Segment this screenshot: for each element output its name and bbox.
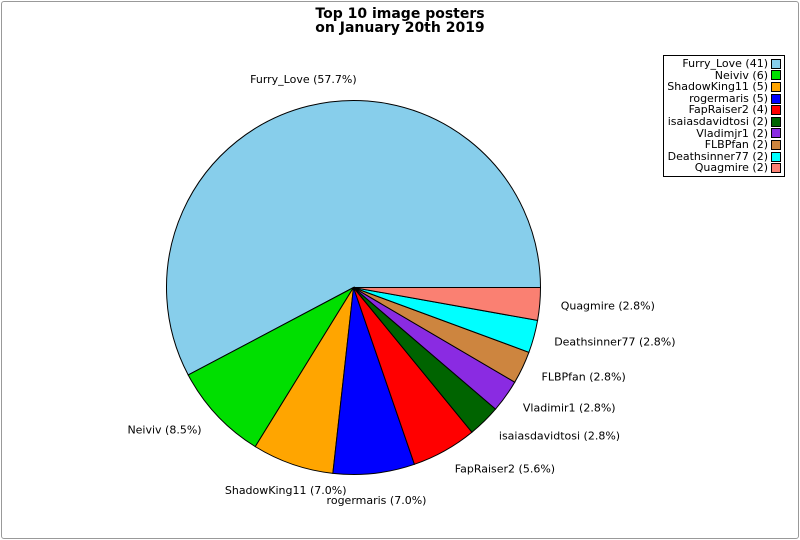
pie-slice-furry_love [166, 99, 542, 376]
legend-swatch [771, 139, 781, 150]
legend-label: Quagmire (2) [694, 161, 768, 175]
legend: Furry_Love (41) Neiviv (6) ShadowKing11 (5… [663, 55, 785, 177]
chart-title-line2: on January 20th 2019 [315, 20, 485, 36]
legend-label: rogermaris (5) [689, 91, 768, 105]
legend-label: ShadowKing11 (5) [667, 80, 768, 94]
legend-swatch [771, 70, 781, 81]
legend-row: Quagmire (2) [667, 162, 781, 174]
legend-swatch [771, 105, 781, 116]
legend-label: FLBPfan (2) [704, 138, 768, 152]
chart-title-line1: Top 10 image posters [315, 6, 485, 22]
legend-row: isaiasdavidtosi (2) [667, 116, 781, 128]
pie-slice-neiviv [187, 286, 355, 448]
legend-row: Deathsinner77 (2) [667, 151, 781, 163]
legend-swatch [771, 128, 781, 139]
legend-row: FapRaiser2 (4) [667, 104, 781, 116]
chart-title: Top 10 image posters on January 20th 201… [2, 7, 798, 35]
legend-label: isaiasdavidtosi (2) [667, 114, 768, 128]
legend-label: Furry_Love (41) [682, 57, 768, 70]
legend-row: ShadowKing11 (5) [667, 81, 781, 93]
legend-row: FLBPfan (2) [667, 139, 781, 151]
legend-label: Deathsinner77 (2) [667, 149, 768, 163]
legend-swatch [771, 81, 781, 92]
legend-row: Neiviv (6) [667, 68, 781, 82]
legend-row: rogermaris (5) [667, 93, 781, 105]
legend-label: FapRaiser2 (4) [688, 103, 768, 117]
legend-label: Vladimjr1 (2) [696, 126, 768, 140]
legend-swatch [771, 58, 781, 69]
legend-swatch [771, 151, 781, 162]
legend-label: Neiviv (6) [714, 68, 768, 82]
legend-swatch [771, 163, 781, 174]
legend-swatch [771, 116, 781, 127]
legend-swatch [771, 93, 781, 104]
legend-row: Vladimjr1 (2) [667, 126, 781, 140]
pie-slice-quagmire [353, 287, 542, 322]
legend-row: Furry_Love (41) [667, 58, 781, 70]
